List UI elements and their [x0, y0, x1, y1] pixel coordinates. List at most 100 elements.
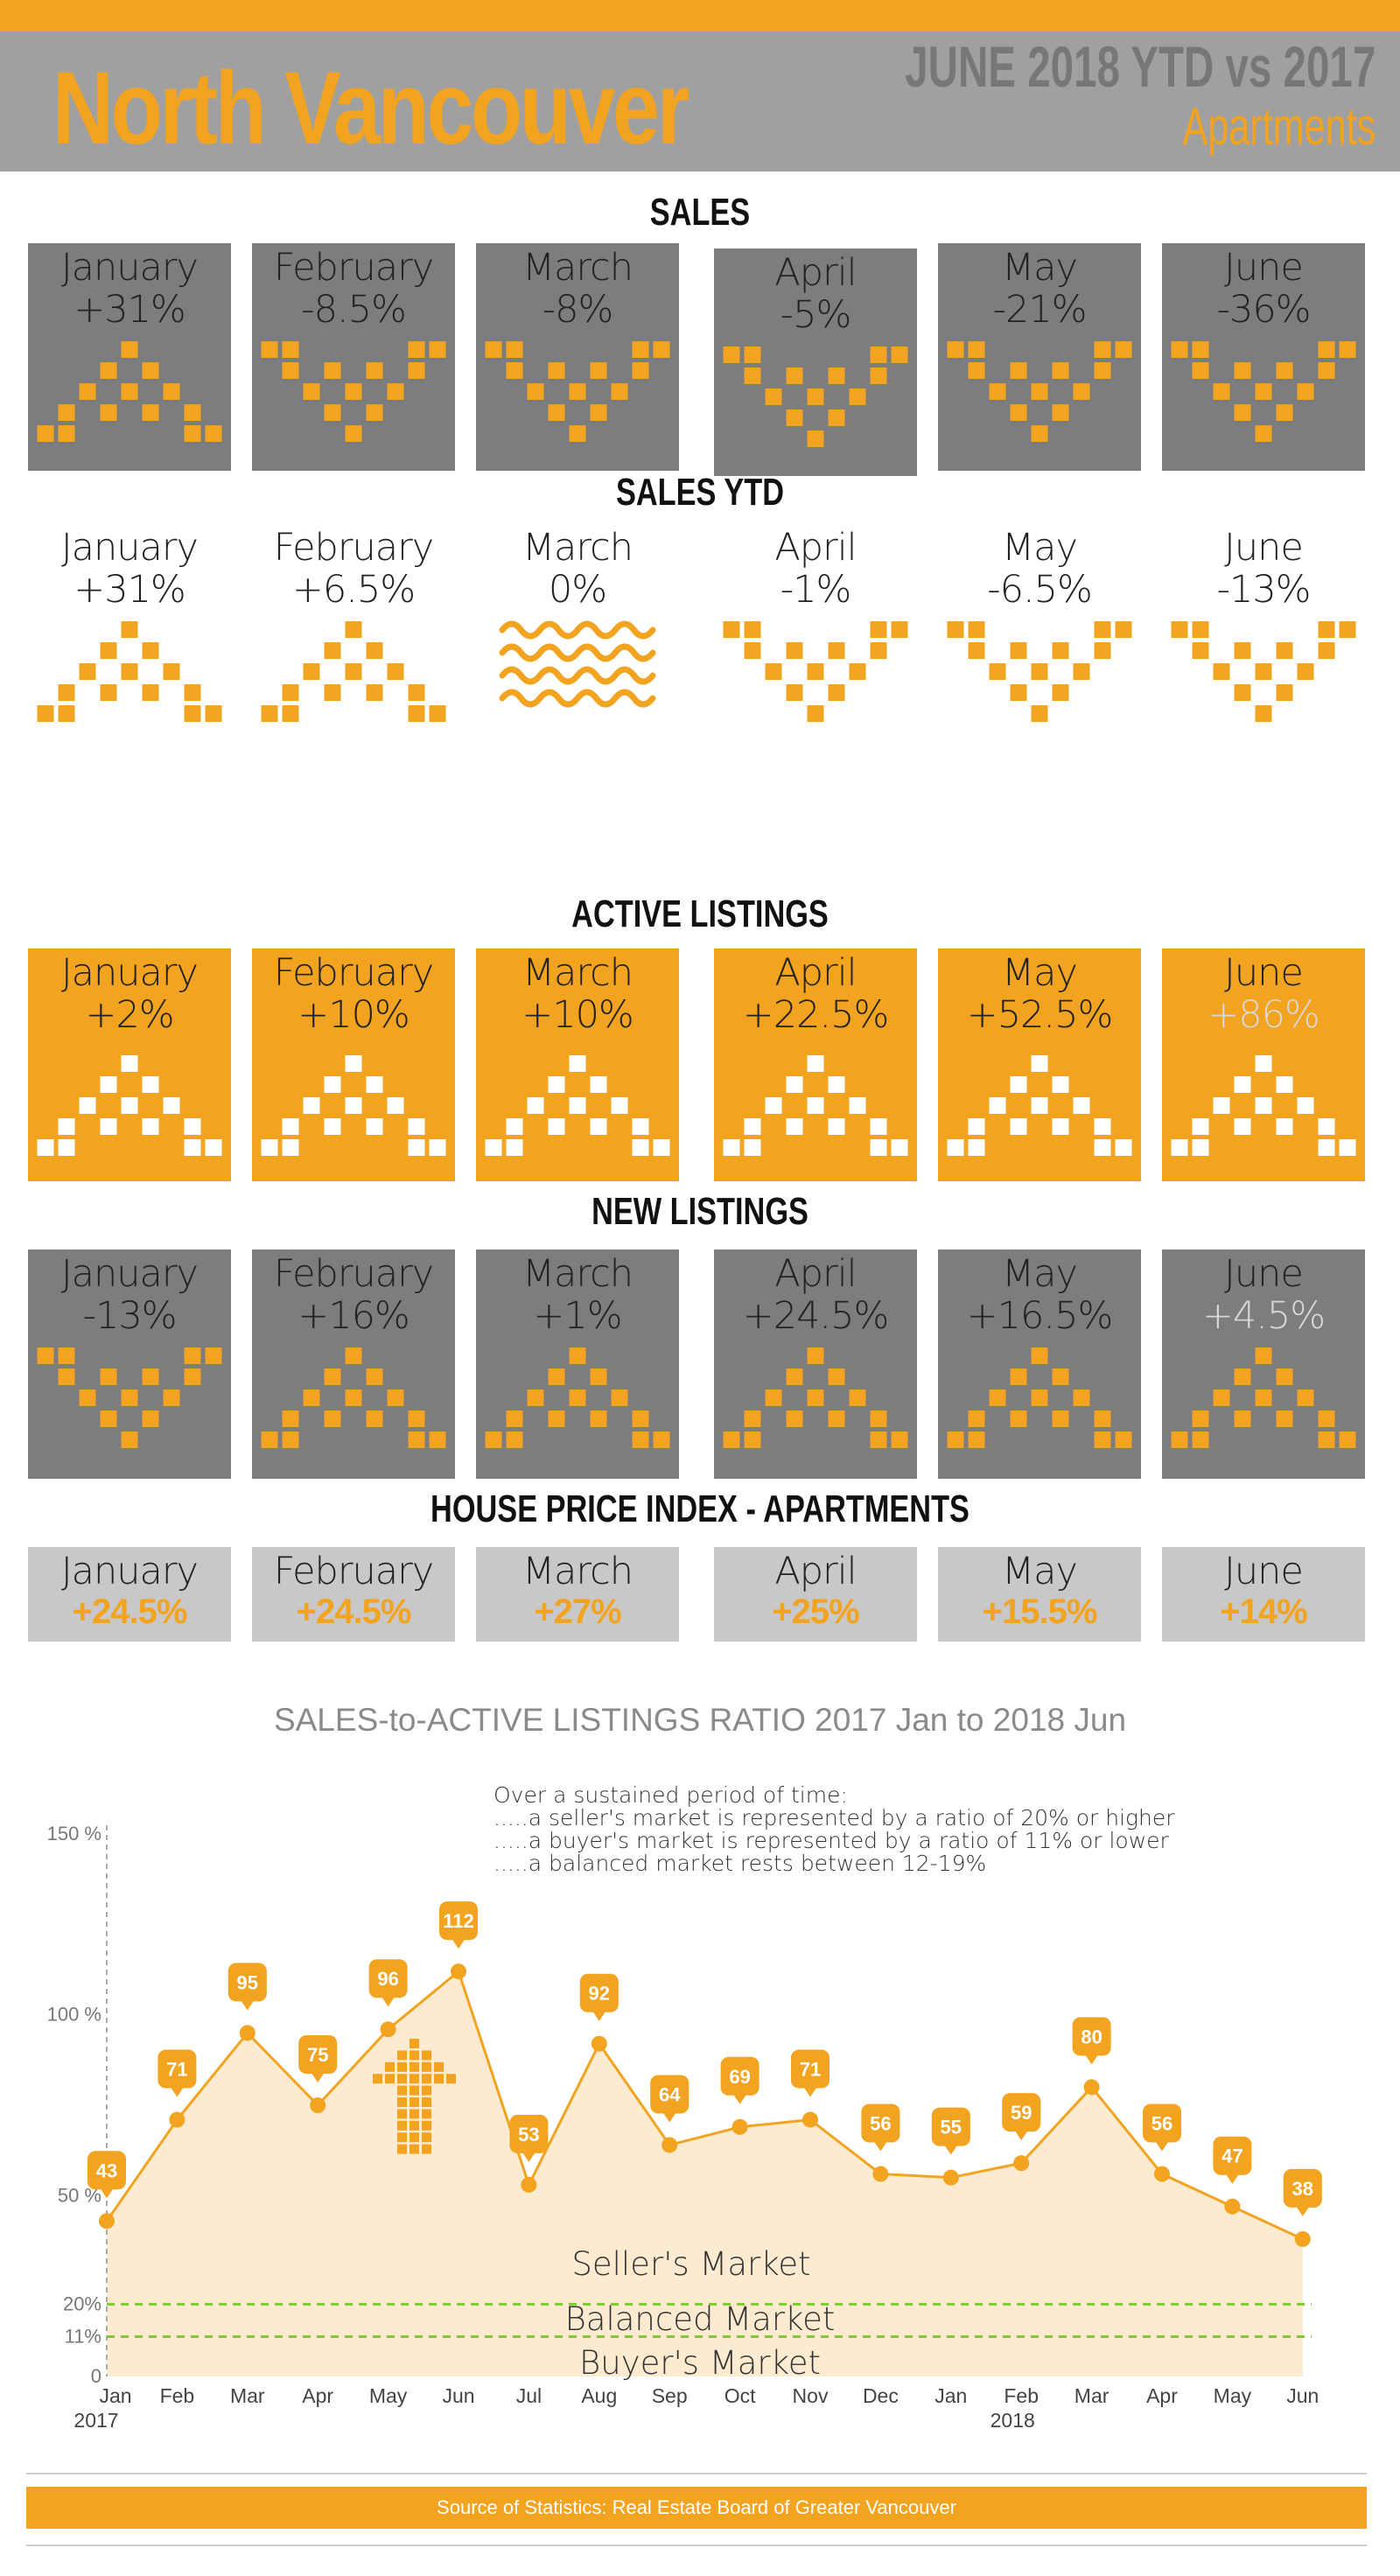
data-point	[239, 2025, 256, 2041]
data-label: 64	[659, 2083, 681, 2105]
up-pyramid-icon	[261, 621, 446, 722]
sales-card-june: June -36%	[1162, 243, 1365, 471]
month-label: May	[1002, 1550, 1078, 1593]
month-label: May	[1002, 1252, 1078, 1296]
month-label: April	[774, 1550, 857, 1593]
x-tick-label: Jan	[934, 2384, 967, 2407]
up-arrow-icon	[422, 2062, 431, 2072]
up-arrow-icon	[422, 2097, 431, 2107]
sales_ytd-card-april: April -1%	[714, 523, 917, 751]
sales-card-february: February -8.5%	[252, 243, 455, 471]
data-callout	[298, 2035, 338, 2074]
data-point	[521, 2176, 537, 2193]
change-value: +6.5%	[291, 568, 416, 612]
data-point	[1154, 2166, 1170, 2182]
month-label: June	[1224, 246, 1304, 290]
data-callout-pointer	[1155, 2140, 1169, 2152]
up-arrow-icon	[397, 2062, 407, 2072]
data-label: 47	[1222, 2146, 1242, 2167]
down-pyramid-icon	[261, 341, 446, 442]
data-callout	[1002, 2093, 1041, 2132]
chart-note: Over a sustained period of time:	[494, 1782, 848, 1808]
change-value: +24.5%	[742, 1294, 890, 1338]
x-tick-label: Mar	[230, 2384, 265, 2407]
up-arrow-icon	[410, 2062, 419, 2072]
chart-title: SALES-to-ACTIVE LISTINGS RATIO 2017 Jan …	[274, 1702, 1126, 1738]
month-label: January	[60, 526, 199, 570]
down-pyramid-icon	[37, 1348, 222, 1448]
x-tick-label: Jun	[442, 2384, 474, 2407]
active_listings-card-may: May +52.5%	[938, 948, 1141, 1181]
up-arrow-icon	[410, 2097, 419, 2107]
data-callout	[1213, 2136, 1252, 2175]
up-pyramid-icon	[1171, 1055, 1356, 1156]
x-tick-label: Jun	[1286, 2384, 1319, 2407]
up-pyramid-icon	[1171, 1348, 1356, 1448]
chart-note: .....a buyer's market is represented by …	[494, 1828, 1170, 1853]
sales_ytd-card-june: June -13%	[1162, 523, 1365, 751]
data-point	[1013, 2155, 1030, 2172]
change-value: +24.5%	[296, 1592, 412, 1631]
up-pyramid-icon	[261, 1055, 446, 1156]
month-label: February	[273, 1550, 435, 1593]
x-tick-label: Dec	[863, 2384, 899, 2407]
x-tick-label: Oct	[724, 2384, 756, 2407]
up-pyramid-icon	[947, 1055, 1132, 1156]
month-label: May	[1002, 526, 1078, 570]
y-tick-label: 100 %	[47, 2004, 102, 2026]
data-callout	[650, 2075, 690, 2114]
data-label: 69	[729, 2066, 750, 2088]
data-label: 75	[307, 2044, 328, 2066]
month-label: June	[1224, 1252, 1304, 1296]
up-pyramid-icon	[37, 621, 222, 722]
data-label: 38	[1292, 2178, 1313, 2200]
data-callout-pointer	[1295, 2205, 1310, 2216]
x-tick-label: Feb	[1004, 2384, 1039, 2407]
x-tick-label: May	[369, 2384, 408, 2407]
hpi-card-march: March +27%	[476, 1547, 679, 1642]
data-label: 95	[237, 1971, 258, 1993]
sales_ytd-card-may: May -6.5%	[938, 523, 1141, 751]
balanced-market-label: Balanced Market	[565, 2300, 836, 2338]
up-arrow-icon	[397, 2120, 407, 2131]
data-callout-pointer	[1084, 2054, 1099, 2065]
x-tick-label: Jan	[99, 2384, 131, 2407]
data-callout-pointer	[592, 2010, 606, 2021]
change-value: +22.5%	[742, 993, 890, 1037]
month-label: June	[1224, 1550, 1304, 1593]
data-label: 43	[96, 2160, 117, 2181]
hpi-card-may: May +15.5%	[938, 1547, 1141, 1642]
data-callout-pointer	[1014, 2130, 1029, 2141]
change-value: +2%	[85, 993, 174, 1037]
data-label: 53	[518, 2124, 539, 2146]
data-point	[169, 2111, 186, 2128]
sales_ytd-card-march: March 0%	[476, 523, 679, 751]
change-value: +14%	[1220, 1592, 1307, 1631]
down-pyramid-icon	[947, 621, 1132, 722]
down-pyramid-icon	[1171, 621, 1356, 722]
x-tick-label: Mar	[1074, 2384, 1110, 2407]
data-callout-pointer	[732, 2093, 747, 2104]
up-arrow-icon	[422, 2085, 431, 2096]
data-callout-pointer	[100, 2188, 114, 2199]
active_listings-card-june: June +86%	[1162, 948, 1365, 1181]
ratio-area	[107, 1971, 1303, 2376]
data-callout	[861, 2104, 900, 2143]
change-value: +16%	[298, 1294, 410, 1338]
x-tick-label: Apr	[302, 2384, 333, 2407]
data-label: 56	[1152, 2113, 1172, 2135]
sales_ytd-card-january: January +31%	[28, 523, 231, 751]
up-arrow-icon	[410, 2050, 419, 2061]
x-tick-label: Feb	[160, 2384, 195, 2407]
header-category: Apartments	[1182, 97, 1376, 156]
data-point	[99, 2213, 115, 2230]
data-point	[451, 1964, 466, 1980]
chart-note: .....a seller's market is represented by…	[494, 1805, 1175, 1830]
x-tick-label: Aug	[581, 2384, 617, 2407]
page-title: North Vancouver	[52, 51, 690, 166]
ratio-line	[105, 1969, 1304, 2241]
up-arrow-icon	[422, 2132, 431, 2143]
up-arrow-icon	[385, 2074, 395, 2084]
data-point	[591, 2035, 607, 2052]
change-value: +15.5%	[982, 1592, 1098, 1631]
